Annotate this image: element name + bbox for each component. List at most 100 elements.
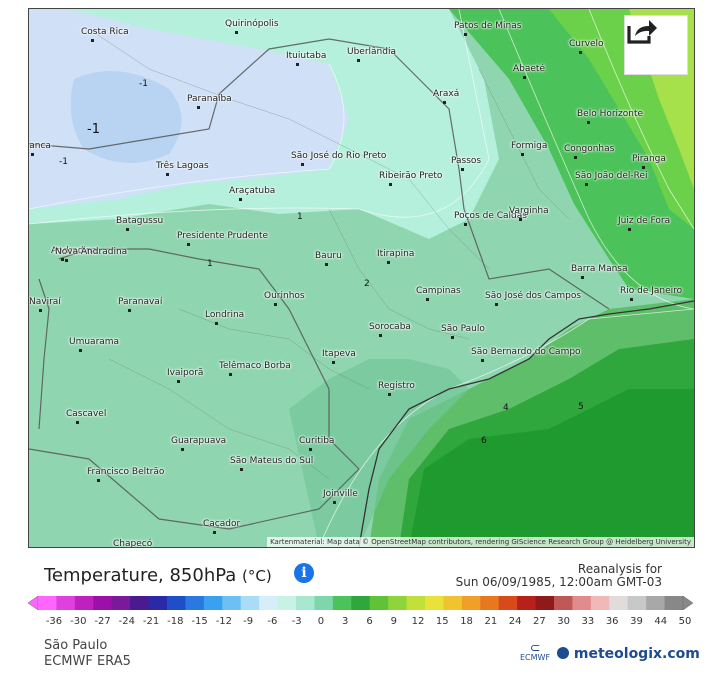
city-marker: [642, 166, 645, 169]
isotherm-label: 6: [481, 436, 487, 446]
city-label: Umuarama: [69, 337, 120, 347]
city-label: Ivaiporã: [167, 368, 204, 378]
colorbar-tick-label: -30: [70, 616, 87, 627]
city-marker: [387, 261, 390, 264]
share-button[interactable]: [624, 15, 688, 75]
city-marker: [31, 153, 34, 156]
city-label: Nova Andradina: [55, 247, 128, 257]
city-marker: [461, 168, 464, 171]
colorbar-segment: [498, 596, 518, 610]
city-label: Belo Horizonte: [577, 109, 644, 119]
colorbar-segment: [222, 596, 242, 610]
city-label: Rio de Janeiro: [620, 286, 683, 296]
city-marker: [274, 303, 277, 306]
info-icon[interactable]: i: [294, 563, 314, 583]
share-icon: [627, 20, 657, 44]
colorbar-segment: [314, 596, 334, 610]
city-label: Patos de Minas: [454, 21, 522, 31]
colorbar-tick-label: 44: [654, 616, 668, 627]
colorbar-tick-label: 21: [484, 616, 498, 627]
city-marker: [177, 380, 180, 383]
city-marker: [39, 309, 42, 312]
city-label: Quirinópolis: [225, 19, 279, 29]
isotherm-label: 4: [503, 403, 509, 413]
colorbar-segment: [572, 596, 592, 610]
city-label: Naviraí: [29, 297, 61, 307]
city-marker: [426, 298, 429, 301]
city-marker: [451, 336, 454, 339]
colorbar-tick-label: 24: [508, 616, 522, 627]
colorbar-segment: [646, 596, 666, 610]
legend-title: Temperature, 850hPa (°C): [44, 565, 272, 586]
city-marker: [587, 121, 590, 124]
city-label: São Paulo: [441, 324, 485, 334]
city-marker: [388, 393, 391, 396]
colorbar-tick-label: 3: [342, 616, 349, 627]
isotherm-label: 2: [364, 279, 370, 289]
city-label: Passos: [451, 156, 482, 166]
city-marker: [630, 298, 633, 301]
city-label: Joinville: [323, 489, 358, 499]
colorbar-tick-label: 39: [630, 616, 643, 627]
meteologix-logo[interactable]: meteologix.com: [557, 646, 700, 662]
city-label: Presidente Prudente: [177, 231, 269, 241]
city-marker: [128, 309, 131, 312]
city-marker: [181, 448, 184, 451]
city-label: São João del-Rei: [575, 171, 648, 181]
colorbar-tick-label: 9: [390, 616, 397, 627]
city-label: Araçatuba: [229, 186, 276, 196]
city-marker: [239, 198, 242, 201]
city-label: Guarapuava: [171, 436, 227, 446]
colorbar-segment: [609, 596, 629, 610]
colorbar-tick-label: -3: [291, 616, 302, 627]
map-attribution: Kartenmaterial: Map data © OpenStreetMap…: [267, 537, 694, 547]
city-marker: [585, 183, 588, 186]
colorbar-segment: [130, 596, 150, 610]
city-label: Cascavel: [66, 409, 107, 419]
colorbar-segment: [277, 596, 297, 610]
colorbar-segment: [425, 596, 444, 610]
city-label: Curitiba: [299, 436, 335, 446]
colorbar-segment: [517, 596, 537, 610]
colorbar-segment: [93, 596, 113, 610]
city-marker: [91, 39, 94, 42]
city-marker: [76, 421, 79, 424]
city-marker: [309, 448, 312, 451]
city-marker: [481, 359, 484, 362]
colorbar-segment: [535, 596, 555, 610]
city-marker: [187, 243, 190, 246]
colorbar-ticks: -36 -30 -27 -24 -21 -18 -15 -12 -9 -6 -3 0 3 6 9 12 15 18…: [28, 616, 693, 630]
colorbar-segment: [590, 596, 610, 610]
isotherm-label: -1: [139, 79, 148, 89]
colorbar-segment: [38, 596, 57, 610]
city-marker: [301, 163, 304, 166]
city-label: Ituiutaba: [286, 51, 327, 61]
city-marker: [495, 303, 498, 306]
colorbar-tick-label: 18: [460, 616, 473, 627]
weather-map[interactable]: Kartenmaterial: Map data © OpenStreetMap…: [28, 8, 695, 548]
city-marker: [379, 334, 382, 337]
city-marker: [519, 218, 522, 221]
colorbar-segment: [351, 596, 371, 610]
colorbar-tick-label: 27: [533, 616, 546, 627]
city-marker: [574, 156, 577, 159]
city-label: São Mateus do Sul: [230, 456, 314, 466]
colorbar-segment: [56, 596, 76, 610]
city-label: Araxá: [433, 89, 460, 99]
colorbar-segment: [369, 596, 389, 610]
city-marker: [240, 468, 243, 471]
colorbar-segment: [480, 596, 500, 610]
colorbar-tick-label: 15: [435, 616, 449, 627]
city-marker: [235, 31, 238, 34]
city-label: Francisco Beltrão: [87, 467, 165, 477]
city-label: Juiz de Fora: [618, 216, 671, 226]
colorbar-tick-label: 6: [366, 616, 373, 627]
colorbar-segment: [627, 596, 647, 610]
city-label: Poços de Caldas: [454, 211, 527, 221]
colorbar-tick-label: 33: [581, 616, 595, 627]
city-label: Costa Rica: [81, 27, 129, 37]
colorbar-tick-label: 0: [317, 616, 325, 627]
city-marker: [61, 258, 64, 261]
ecmwf-logo: ⊂ ECMWF: [520, 641, 551, 662]
city-marker: [628, 228, 631, 231]
